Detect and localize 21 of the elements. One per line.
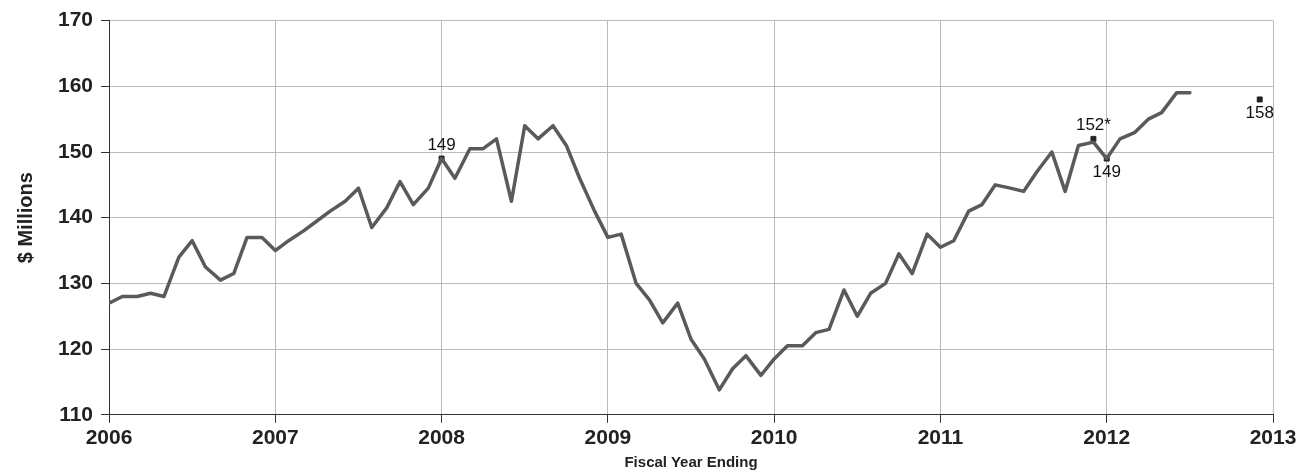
x-axis-title: Fiscal Year Ending bbox=[624, 453, 758, 471]
x-tick-label: 2008 bbox=[418, 425, 466, 449]
x-tick-label: 2012 bbox=[1083, 425, 1131, 449]
x-tick-label: 2006 bbox=[85, 425, 133, 449]
data-label: 152* bbox=[1075, 115, 1112, 135]
data-label: 149 bbox=[1092, 161, 1121, 181]
y-axis-title: $ Millions bbox=[13, 172, 36, 264]
data-label: 149 bbox=[427, 134, 456, 154]
x-tick-label: 2009 bbox=[584, 425, 632, 449]
x-tick-label: 2010 bbox=[750, 425, 798, 449]
y-tick-label: 120 bbox=[57, 335, 94, 359]
x-tick-label: 2007 bbox=[251, 425, 299, 449]
x-tick-label: 2011 bbox=[917, 425, 964, 449]
y-tick-label: 130 bbox=[57, 270, 94, 294]
y-tick-label: 160 bbox=[57, 73, 94, 97]
y-tick-label: 110 bbox=[59, 401, 94, 425]
y-tick-label: 140 bbox=[57, 204, 94, 228]
y-tick-label: 150 bbox=[57, 138, 94, 162]
x-tick-label: 2013 bbox=[1249, 425, 1297, 449]
y-tick-label: 170 bbox=[57, 7, 94, 31]
data-label: 158 bbox=[1245, 102, 1274, 122]
